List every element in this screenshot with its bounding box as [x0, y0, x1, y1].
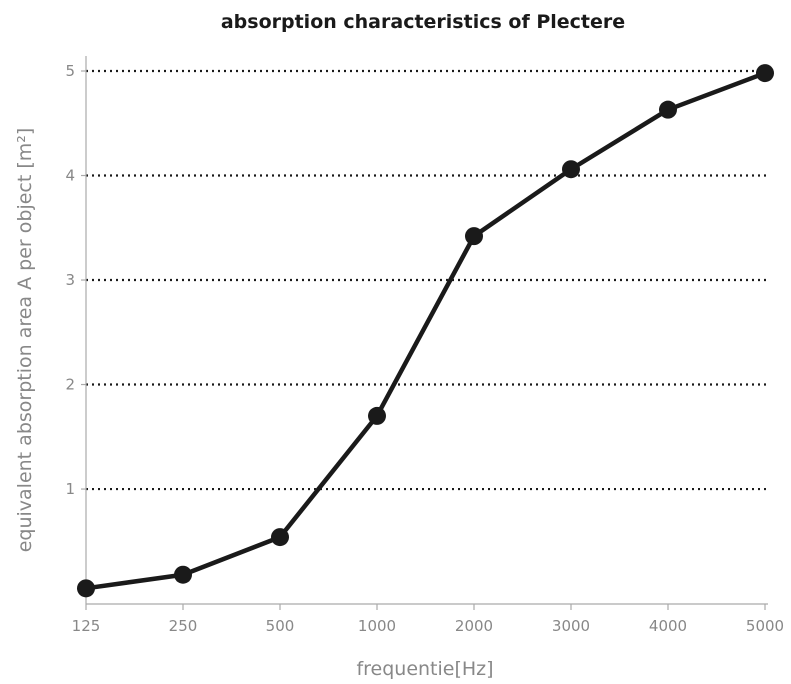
- series-line: [83, 70, 768, 591]
- x-tick-label: 250: [169, 617, 198, 635]
- x-tick-label: 4000: [649, 617, 687, 635]
- data-point: [659, 100, 677, 119]
- data-point: [368, 406, 386, 425]
- y-tick-label: 5: [65, 62, 75, 80]
- y-ticks: 1 2 3 4 5: [65, 62, 86, 498]
- x-tick-label: 125: [72, 617, 101, 635]
- data-point: [562, 160, 580, 179]
- y-tick-label: 2: [65, 376, 75, 394]
- data-point: [465, 227, 483, 246]
- y-tick-label: 3: [65, 271, 75, 289]
- series: [77, 64, 774, 598]
- data-point: [174, 565, 192, 584]
- x-tick-label: 5000: [746, 617, 784, 635]
- y-tick-label: 4: [65, 167, 75, 185]
- x-tick-label: 2000: [455, 617, 493, 635]
- data-point: [756, 64, 774, 83]
- grid-lines: [86, 69, 768, 491]
- x-axis-label: frequentie[Hz]: [356, 658, 493, 680]
- x-ticks: 125 250 500 1000 2000 3000 4000 5000: [72, 604, 784, 635]
- data-point: [77, 579, 95, 598]
- chart-title: absorption characteristics of Plectere: [221, 11, 625, 33]
- y-tick-label: 1: [65, 480, 75, 498]
- y-axis-label: equivalent absorption area A per object …: [14, 128, 36, 553]
- x-tick-label: 500: [266, 617, 295, 635]
- x-tick-label: 3000: [552, 617, 590, 635]
- x-tick-label: 1000: [358, 617, 396, 635]
- data-point: [271, 528, 289, 547]
